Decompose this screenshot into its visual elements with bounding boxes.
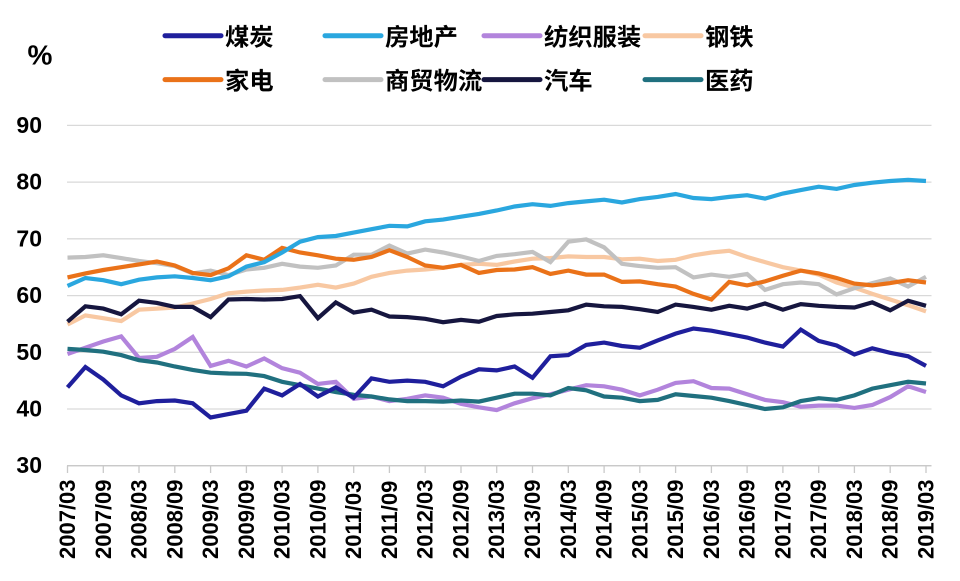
svg-text:2019/03: 2019/03 [914, 479, 939, 559]
svg-text:2014/09: 2014/09 [592, 479, 617, 559]
svg-text:70: 70 [16, 225, 42, 251]
svg-text:2011/09: 2011/09 [377, 481, 402, 559]
svg-text:90: 90 [16, 112, 42, 138]
svg-text:2009/09: 2009/09 [234, 479, 259, 559]
svg-text:2009/03: 2009/03 [198, 479, 223, 559]
svg-text:2015/09: 2015/09 [663, 479, 688, 559]
svg-text:60: 60 [16, 282, 42, 308]
svg-text:2018/09: 2018/09 [878, 479, 903, 559]
svg-text:50: 50 [16, 339, 42, 365]
svg-text:2016/03: 2016/03 [699, 479, 724, 559]
svg-text:2007/09: 2007/09 [91, 479, 116, 559]
svg-text:2015/03: 2015/03 [627, 479, 652, 559]
svg-text:30: 30 [16, 452, 42, 478]
svg-text:2014/03: 2014/03 [556, 479, 581, 559]
svg-text:2013/09: 2013/09 [520, 479, 545, 559]
svg-text:2011/03: 2011/03 [341, 481, 366, 559]
svg-text:2007/03: 2007/03 [55, 479, 80, 559]
svg-text:2010/03: 2010/03 [270, 479, 295, 559]
svg-text:%: % [28, 40, 53, 71]
svg-text:2017/03: 2017/03 [770, 479, 795, 559]
svg-text:2010/09: 2010/09 [305, 479, 330, 559]
svg-text:2018/03: 2018/03 [842, 479, 867, 559]
svg-text:2013/03: 2013/03 [484, 479, 509, 559]
svg-text:2017/09: 2017/09 [806, 479, 831, 559]
svg-text:2008/03: 2008/03 [127, 479, 152, 559]
svg-text:2008/09: 2008/09 [162, 479, 187, 559]
svg-text:2012/09: 2012/09 [449, 479, 474, 559]
svg-text:2016/09: 2016/09 [735, 479, 760, 559]
svg-text:80: 80 [16, 169, 42, 195]
svg-text:2012/03: 2012/03 [413, 479, 438, 559]
svg-text:40: 40 [16, 396, 42, 422]
